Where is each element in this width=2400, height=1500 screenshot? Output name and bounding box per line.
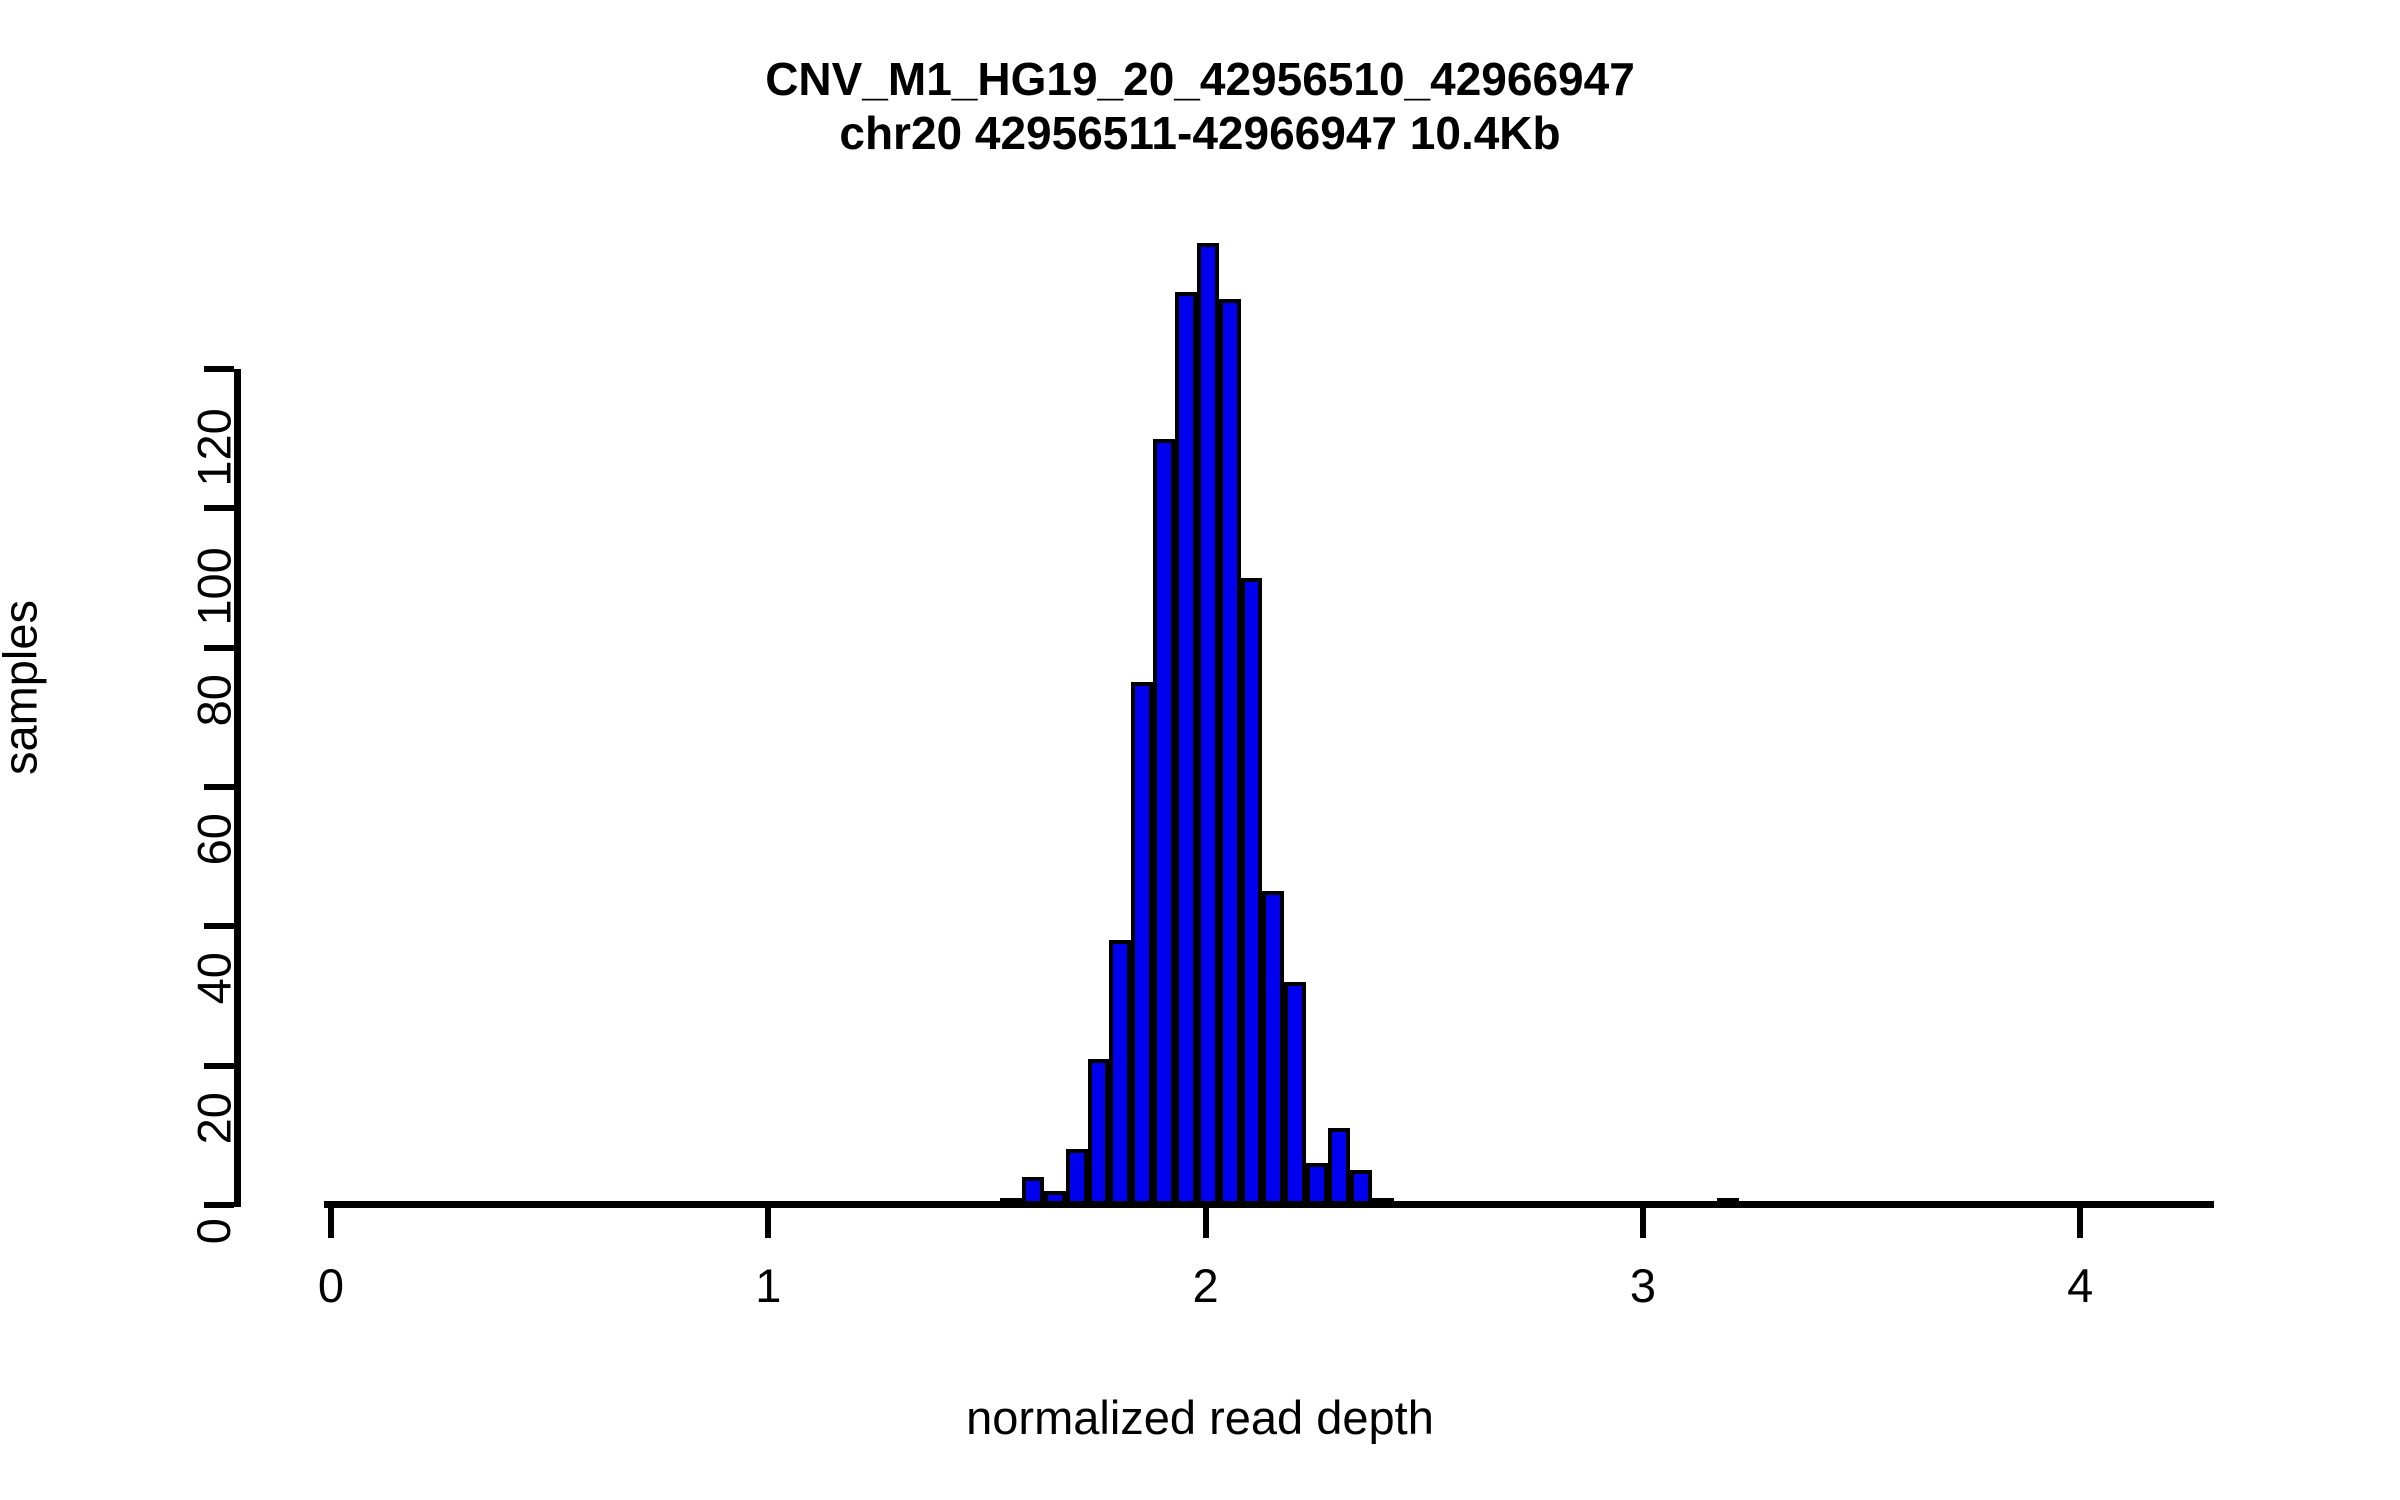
y-axis-tick (204, 1062, 234, 1069)
histogram-bar (1328, 1128, 1350, 1205)
histogram-bar (1306, 1163, 1329, 1205)
chart-title: CNV_M1_HG19_20_42956510_42966947 chr20 4… (0, 52, 2400, 161)
y-axis-tick (204, 1202, 234, 1208)
x-axis-tick (328, 1208, 334, 1238)
histogram-bar (1240, 577, 1263, 1205)
x-axis-tick (1639, 1208, 1646, 1238)
x-axis-tick (1202, 1208, 1209, 1238)
y-axis-tick (204, 644, 234, 651)
y-axis-label: samples (0, 600, 47, 776)
x-axis-tick-label: 2 (1192, 1259, 1219, 1312)
histogram-bar (1153, 438, 1175, 1205)
y-axis-tick (204, 505, 234, 512)
y-axis-tick (204, 923, 234, 930)
histogram-bar (1218, 299, 1241, 1205)
x-axis-label: normalized read depth (966, 1391, 1434, 1444)
x-axis-tick (2077, 1208, 2084, 1238)
histogram-bar (1196, 243, 1219, 1205)
histogram-bar (1087, 1058, 1110, 1205)
histogram-bar (1065, 1149, 1088, 1205)
x-axis-line (324, 1201, 2214, 1208)
y-axis-tick (204, 783, 234, 790)
x-axis-tick-label: 4 (2067, 1259, 2094, 1312)
x-axis-tick-label: 0 (317, 1259, 345, 1312)
x-axis-tick-label: 3 (1629, 1259, 1656, 1312)
histogram-bar (1131, 682, 1154, 1205)
histogram-bar (1349, 1170, 1372, 1205)
chart-title-line-2: chr20 42956511-42966947 10.4Kb (839, 107, 1561, 160)
histogram-bar (1284, 982, 1307, 1205)
y-axis-line (234, 369, 241, 1207)
x-axis-tick (765, 1208, 772, 1238)
chart-title-line-1: CNV_M1_HG19_20_42956510_42966947 (765, 53, 1635, 105)
histogram-bar (1109, 940, 1132, 1205)
histogram-bar (1262, 891, 1285, 1205)
x-axis-tick-label: 1 (755, 1259, 782, 1312)
histogram-bar (1174, 292, 1197, 1205)
y-axis-tick (204, 365, 234, 372)
